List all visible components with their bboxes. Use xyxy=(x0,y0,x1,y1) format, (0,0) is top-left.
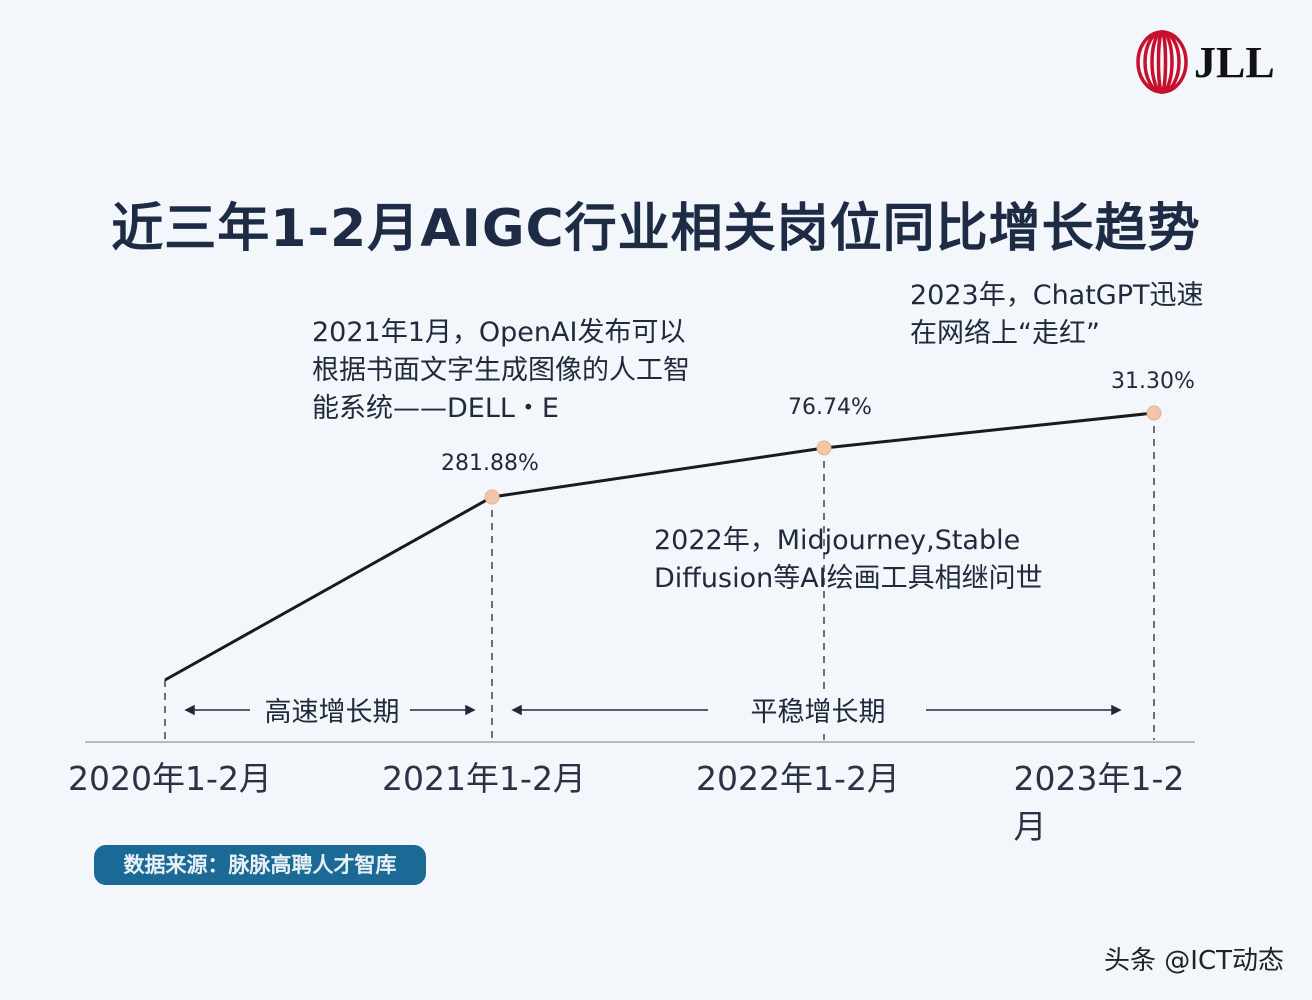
logo-text: JLL xyxy=(1194,37,1275,87)
series-line xyxy=(164,411,1155,682)
x-tick-2021: 2021年1-2月 xyxy=(382,759,586,798)
phase-arrows xyxy=(184,704,1122,716)
arrow-head xyxy=(465,704,476,716)
arrow-head xyxy=(511,704,522,716)
jll-logo-icon xyxy=(1136,30,1188,94)
chart-title: 近三年1-2月AIGC行业相关岗位同比增长趋势 xyxy=(111,199,1201,259)
data-point-2 xyxy=(816,440,832,456)
arrow-head xyxy=(184,704,195,716)
jll-logo: JLL xyxy=(1136,30,1275,94)
phase-label-fast: 高速增长期 xyxy=(256,690,408,729)
data-point-3 xyxy=(1146,405,1162,421)
x-tick-2023: 2023年1-2月 xyxy=(1013,759,1185,846)
watermark: 头条 @ICT动态 xyxy=(1104,946,1284,976)
phase-label-steady: 平稳增长期 xyxy=(742,690,894,729)
annotation-2021: 2021年1月，OpenAI发布可以 根据书面文字生成图像的人工智 能系统——D… xyxy=(312,317,690,424)
data-label-2023: 31.30% xyxy=(1111,369,1195,394)
data-point-1 xyxy=(484,489,500,505)
annotation-2022: 2022年，Midjourney,Stable Diffusion等AI绘画工具… xyxy=(654,525,1043,594)
source-badge: 数据来源：脉脉高聘人才智库 xyxy=(94,845,426,885)
arrow-head xyxy=(1111,704,1122,716)
x-tick-2020: 2020年1-2月 xyxy=(68,759,272,798)
data-label-2021: 281.88% xyxy=(441,451,539,476)
data-label-2022: 76.74% xyxy=(788,395,872,420)
annotation-2023: 2023年，ChatGPT迅速 在网络上“走红” xyxy=(910,280,1204,349)
x-tick-2022: 2022年1-2月 xyxy=(696,759,900,798)
